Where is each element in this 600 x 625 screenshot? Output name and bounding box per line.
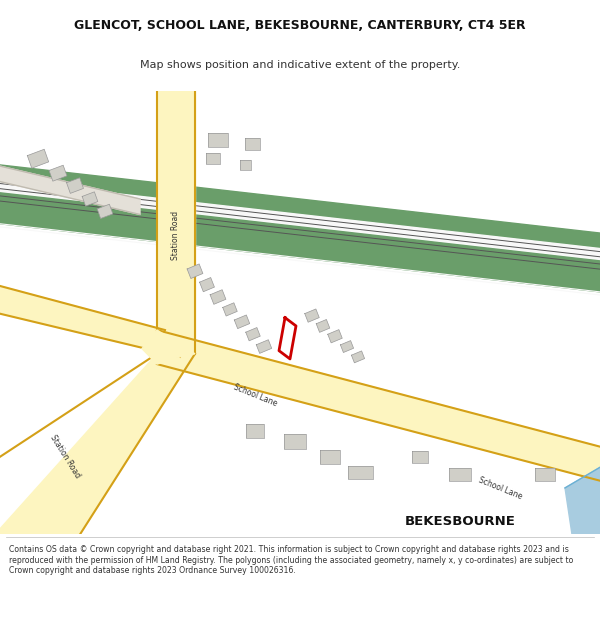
Polygon shape [142,330,195,364]
Polygon shape [352,351,365,363]
Polygon shape [239,160,251,170]
Polygon shape [535,468,555,481]
Polygon shape [246,328,260,341]
Polygon shape [28,149,49,168]
Polygon shape [305,309,319,322]
Polygon shape [284,434,306,449]
Polygon shape [49,165,67,181]
Polygon shape [0,192,600,292]
Polygon shape [82,192,98,206]
Text: GLENCOT, SCHOOL LANE, BEKESBOURNE, CANTERBURY, CT4 5ER: GLENCOT, SCHOOL LANE, BEKESBOURNE, CANTE… [74,19,526,32]
Polygon shape [449,468,471,481]
Polygon shape [223,302,237,316]
Polygon shape [0,165,140,214]
Polygon shape [246,424,264,438]
Polygon shape [210,290,226,304]
Polygon shape [157,91,195,354]
Polygon shape [234,315,250,329]
Polygon shape [187,264,203,279]
Polygon shape [320,450,340,464]
Polygon shape [0,181,600,261]
Polygon shape [256,340,272,353]
Polygon shape [245,138,260,151]
Text: Map shows position and indicative extent of the property.: Map shows position and indicative extent… [140,60,460,70]
Polygon shape [0,284,180,357]
Polygon shape [97,204,113,219]
Polygon shape [157,330,600,481]
Polygon shape [565,468,600,534]
Text: School Lane: School Lane [477,475,523,501]
Polygon shape [316,319,330,332]
Polygon shape [340,341,353,352]
Text: School Lane: School Lane [232,382,278,408]
Text: BEKESBOURNE: BEKESBOURNE [404,516,515,529]
Polygon shape [328,329,342,343]
Polygon shape [0,165,600,249]
Text: Station Road: Station Road [172,211,181,259]
Polygon shape [67,177,83,193]
Text: Contains OS data © Crown copyright and database right 2021. This information is : Contains OS data © Crown copyright and d… [9,545,573,575]
Polygon shape [200,278,214,292]
Polygon shape [0,354,195,534]
Polygon shape [208,133,228,148]
Text: Station Road: Station Road [48,434,82,480]
Polygon shape [206,153,220,164]
Polygon shape [347,466,373,479]
Polygon shape [279,318,296,359]
Polygon shape [412,451,428,462]
